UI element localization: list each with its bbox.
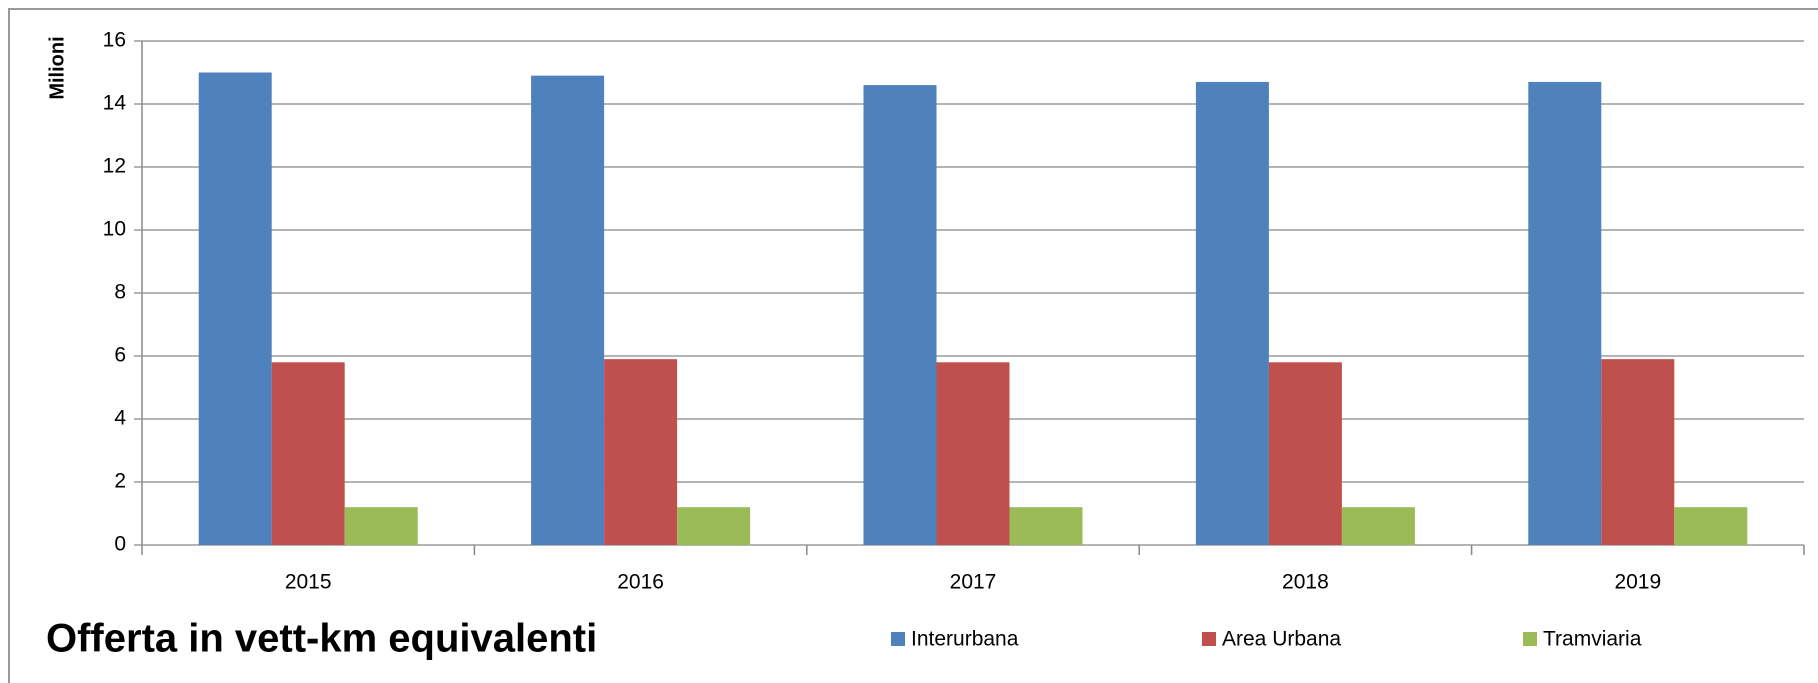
bar bbox=[863, 85, 937, 545]
y-tick-label: 10 bbox=[103, 218, 126, 241]
bar bbox=[1674, 507, 1748, 545]
bar bbox=[936, 362, 1010, 545]
y-tick-label: 12 bbox=[103, 155, 126, 178]
y-tick-label: 6 bbox=[114, 344, 126, 367]
bar bbox=[1009, 507, 1083, 545]
bar bbox=[531, 75, 605, 546]
chart-frame bbox=[8, 8, 1818, 683]
x-tick-label: 2015 bbox=[285, 571, 332, 594]
bar bbox=[604, 359, 678, 545]
legend-swatch bbox=[1523, 632, 1537, 646]
legend-label: Tramviaria bbox=[1543, 628, 1642, 651]
x-tick-label: 2018 bbox=[1282, 571, 1329, 594]
bar bbox=[1528, 81, 1602, 545]
legend-label: Interurbana bbox=[911, 628, 1019, 651]
legend-swatch bbox=[1202, 632, 1216, 646]
bar bbox=[344, 507, 418, 545]
bar bbox=[1341, 507, 1415, 545]
y-axis-label: Milioni bbox=[46, 36, 68, 99]
x-tick-label: 2019 bbox=[1614, 571, 1661, 594]
legend-label: Area Urbana bbox=[1222, 628, 1341, 651]
y-tick-label: 0 bbox=[114, 533, 126, 556]
legend-swatch bbox=[891, 632, 905, 646]
x-tick-label: 2016 bbox=[617, 571, 664, 594]
x-tick-label: 2017 bbox=[950, 571, 997, 594]
y-tick-label: 14 bbox=[103, 92, 127, 115]
bar bbox=[1195, 81, 1269, 545]
bar bbox=[1601, 359, 1675, 545]
y-tick-label: 4 bbox=[114, 407, 126, 430]
chart-title: Offerta in vett-km equivalenti bbox=[46, 617, 597, 661]
bar bbox=[677, 507, 751, 545]
bar bbox=[1268, 362, 1342, 545]
bar bbox=[271, 362, 345, 545]
bar bbox=[198, 72, 272, 545]
y-tick-label: 8 bbox=[114, 281, 126, 304]
y-tick-label: 16 bbox=[103, 29, 126, 52]
y-tick-label: 2 bbox=[114, 470, 126, 493]
